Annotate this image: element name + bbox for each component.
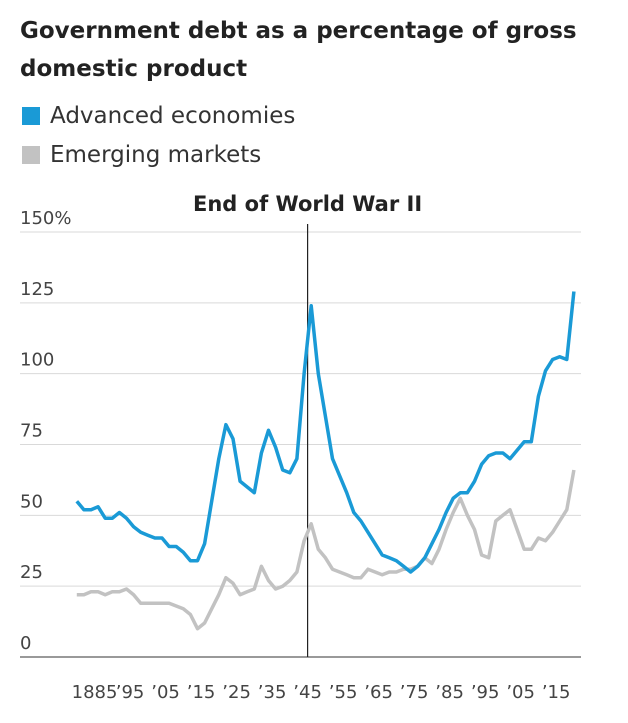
- legend-item: Advanced economies: [22, 103, 295, 129]
- legend-label: Emerging markets: [50, 142, 262, 168]
- x-tick-label: 1885: [72, 682, 118, 703]
- chart-title: Government debt as a percentage of gross…: [20, 18, 577, 82]
- x-tick-label: ’95: [471, 682, 500, 703]
- annotation-text: End of World War II: [193, 192, 422, 216]
- legend-swatch: [22, 107, 40, 125]
- x-tick-label: ’15: [187, 682, 216, 703]
- x-tick-label: ’15: [542, 682, 571, 703]
- x-tick-label: ’45: [293, 682, 322, 703]
- y-tick-label: 125: [20, 279, 54, 300]
- y-tick-label: 50: [20, 491, 43, 512]
- x-tick-label: ’65: [364, 682, 393, 703]
- y-tick-label: 25: [20, 562, 43, 583]
- legend-item: Emerging markets: [22, 142, 261, 168]
- x-tick-label: ’25: [222, 682, 251, 703]
- y-tick-label: 150%: [20, 208, 71, 229]
- x-tick-label: ’35: [258, 682, 287, 703]
- legend-swatch: [22, 146, 40, 164]
- y-tick-label: 0: [20, 633, 31, 654]
- y-tick-label: 100: [20, 350, 54, 371]
- x-tick-label: ’05: [151, 682, 180, 703]
- x-tick-label: ’85: [435, 682, 464, 703]
- x-tick-label: ’95: [116, 682, 145, 703]
- x-tick-label: ’05: [506, 682, 535, 703]
- y-tick-label: 75: [20, 421, 43, 442]
- x-tick-label: ’75: [400, 682, 429, 703]
- x-tick-label: ’55: [329, 682, 358, 703]
- legend-label: Advanced economies: [50, 103, 296, 129]
- series-line: [75, 291, 576, 574]
- series-line: [76, 469, 576, 631]
